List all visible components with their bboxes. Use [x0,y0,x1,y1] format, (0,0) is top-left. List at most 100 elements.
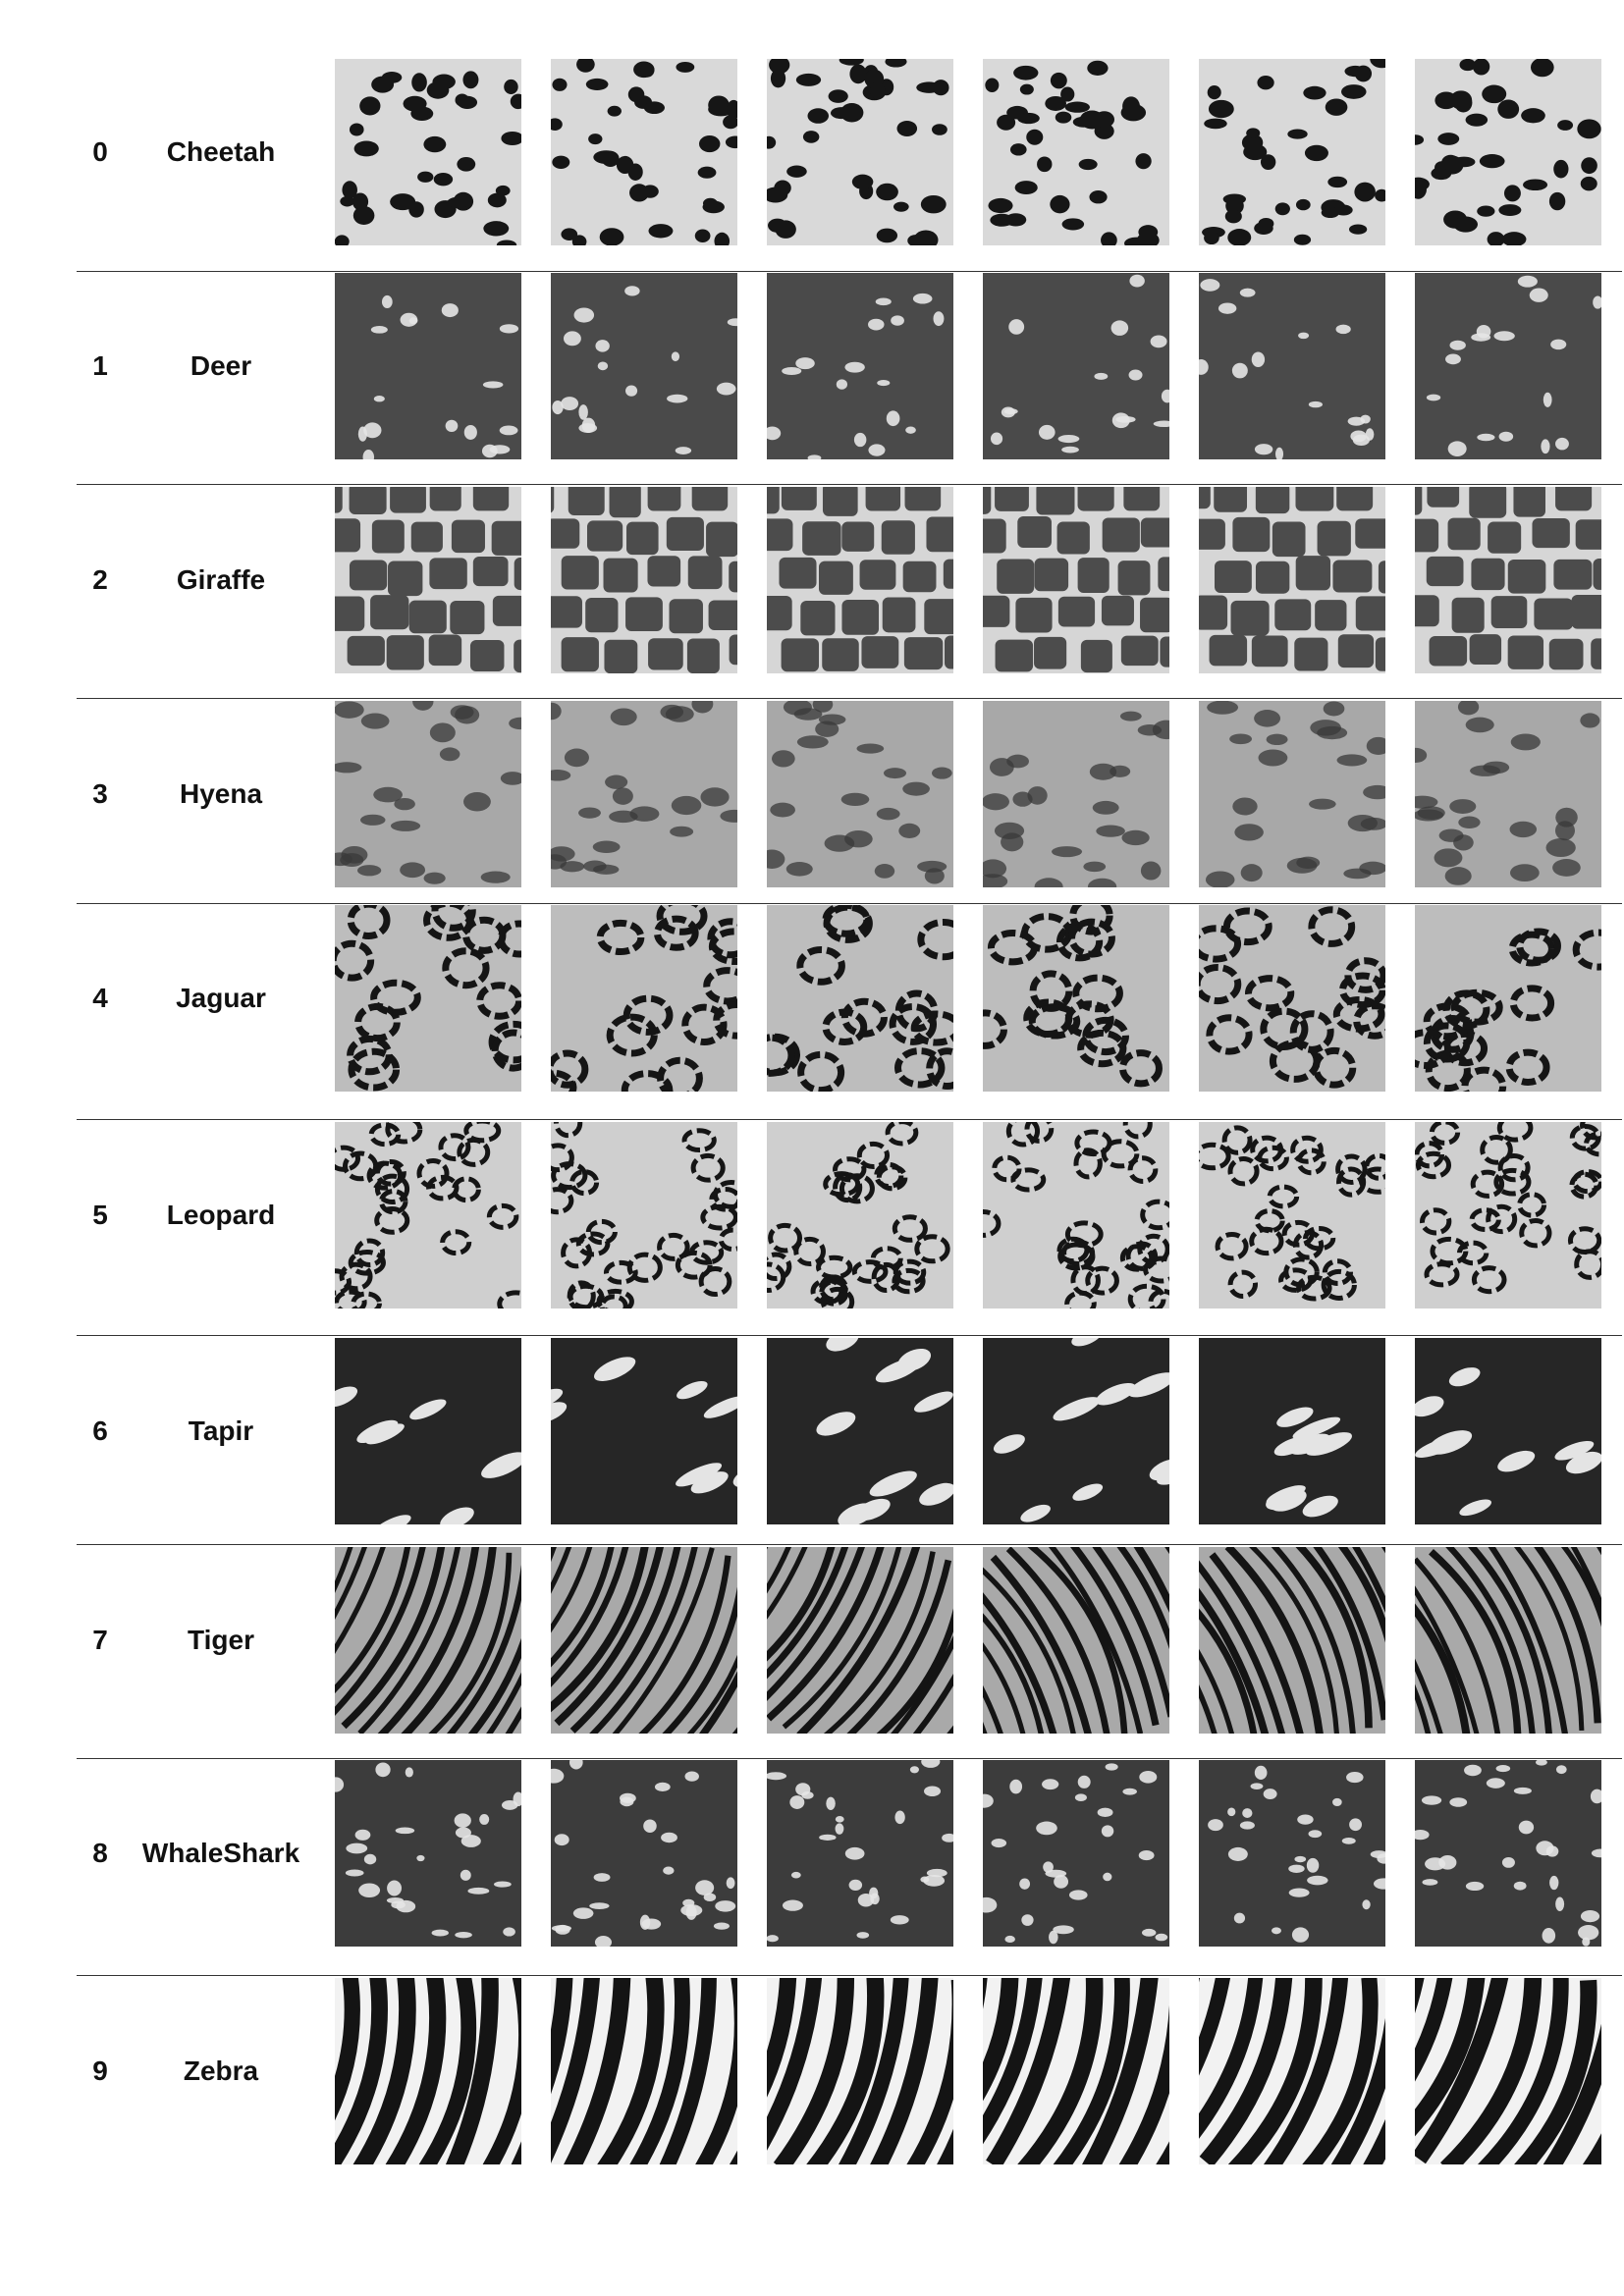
texture-sample-image [1415,487,1601,673]
class-row: 6 Tapir [0,1338,1624,1524]
texture-sample-image [1415,273,1601,459]
class-row: 4 Jaguar [0,905,1624,1092]
class-name: Jaguar [176,983,266,1013]
texture-sample-image [983,1760,1169,1947]
texture-sample-image [767,905,953,1092]
texture-sample-image [551,905,737,1092]
texture-sample-image [335,1547,521,1734]
class-name: Tiger [188,1625,254,1655]
row-divider [77,903,1622,904]
texture-sample-image [983,273,1169,459]
texture-sample-image [983,1978,1169,2164]
texture-sample-image [767,487,953,673]
class-index: 0 [92,136,108,167]
class-name: Deer [189,350,252,381]
texture-sample-image [335,1978,521,2164]
texture-sample-image [335,1760,521,1947]
texture-sample-image [1415,1978,1601,2164]
class-name: Tapir [188,1415,254,1446]
texture-sample-image [983,487,1169,673]
class-name: WhaleShark [141,1838,300,1868]
class-name: Leopard [166,1200,276,1230]
texture-sample-image [551,1122,737,1308]
texture-sample-image [767,1338,953,1524]
texture-sample-image [551,273,737,459]
texture-sample-image [335,59,521,245]
class-row: 7 Tiger [0,1547,1624,1734]
row-divider [77,1544,1622,1545]
texture-sample-image [551,487,737,673]
class-row: 1 Deer [0,273,1624,459]
texture-sample-image [1199,1338,1385,1524]
texture-sample-image [335,905,521,1092]
texture-sample-image [767,1760,953,1947]
class-index: 4 [92,983,108,1013]
class-index: 2 [92,564,108,595]
class-row: 0 Cheetah [0,59,1624,245]
class-name: Giraffe [176,564,266,595]
texture-sample-image [1415,1122,1601,1308]
texture-sample-image [551,1978,737,2164]
texture-sample-image [551,701,737,887]
texture-sample-image [1199,1760,1385,1947]
texture-sample-image [1415,1338,1601,1524]
texture-sample-image [551,1547,737,1734]
texture-sample-image [1199,487,1385,673]
class-index: 7 [92,1625,108,1655]
class-index: 5 [92,1200,108,1230]
texture-sample-image [335,487,521,673]
texture-sample-image [1415,905,1601,1092]
texture-sample-image [983,59,1169,245]
row-divider [77,1758,1622,1759]
class-row: 5 Leopard [0,1122,1624,1308]
texture-sample-image [1415,1760,1601,1947]
texture-sample-image [767,273,953,459]
texture-sample-image [1415,1547,1601,1734]
class-row: 2 Giraffe [0,487,1624,673]
texture-sample-image [1199,701,1385,887]
texture-sample-image [1199,1978,1385,2164]
texture-sample-image [1415,59,1601,245]
texture-sample-image [335,1122,521,1308]
texture-sample-image [767,59,953,245]
class-index: 9 [92,2056,108,2086]
texture-sample-image [983,1547,1169,1734]
class-name: Hyena [179,778,263,809]
row-divider [77,484,1622,485]
texture-sample-image [335,1338,521,1524]
texture-sample-image [1415,701,1601,887]
texture-sample-image [983,1122,1169,1308]
class-name: Cheetah [166,136,276,167]
texture-sample-image [767,1978,953,2164]
texture-sample-image [1199,1547,1385,1734]
texture-sample-image [767,1122,953,1308]
texture-sample-image [551,1338,737,1524]
texture-sample-image [983,905,1169,1092]
texture-sample-image [551,59,737,245]
row-divider [77,698,1622,699]
texture-sample-image [1199,1122,1385,1308]
class-name: Zebra [183,2056,259,2086]
texture-sample-image [1199,59,1385,245]
texture-sample-image [1199,273,1385,459]
class-index: 6 [92,1415,108,1446]
row-divider [77,1119,1622,1120]
texture-sample-image [551,1760,737,1947]
class-index: 8 [92,1838,108,1868]
row-divider [77,271,1622,272]
texture-sample-image [1199,905,1385,1092]
class-index: 1 [92,350,108,381]
class-row: 9 Zebra [0,1978,1624,2164]
texture-sample-image [335,701,521,887]
row-divider [77,1975,1622,1976]
texture-sample-image [767,701,953,887]
texture-sample-image [983,701,1169,887]
class-row: 8 WhaleShark [0,1760,1624,1947]
texture-sample-image [767,1547,953,1734]
class-index: 3 [92,778,108,809]
texture-sample-image [983,1338,1169,1524]
row-divider [77,1335,1622,1336]
texture-sample-image [335,273,521,459]
class-row: 3 Hyena [0,701,1624,887]
